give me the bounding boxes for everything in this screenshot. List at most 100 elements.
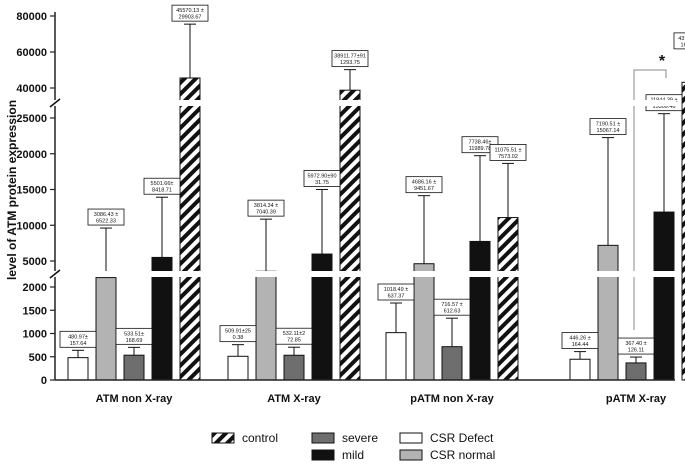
bar-control bbox=[339, 89, 361, 381]
bar-mild bbox=[653, 211, 675, 381]
data-label: 1293.75 bbox=[340, 60, 360, 66]
legend-swatch-csr_defect bbox=[399, 432, 423, 444]
bar-csr_defect bbox=[385, 332, 407, 381]
bar-severe bbox=[625, 362, 647, 381]
data-label: 480.97± bbox=[68, 334, 88, 340]
data-label: 509.91±25 bbox=[225, 329, 251, 335]
bar-csr_defect bbox=[227, 355, 249, 381]
data-label: 38911.77±91 bbox=[334, 54, 366, 60]
data-label: 29903.67 bbox=[179, 15, 202, 21]
data-label-box bbox=[219, 325, 257, 343]
bar-severe bbox=[441, 346, 463, 381]
data-label: 157.64 bbox=[70, 341, 87, 347]
significance-marker: * bbox=[659, 53, 666, 70]
data-label-box bbox=[87, 208, 125, 226]
data-label-box bbox=[331, 50, 369, 68]
y-tick-label: 25000 bbox=[16, 113, 47, 125]
data-label-box bbox=[377, 283, 415, 301]
data-label: 72.85 bbox=[287, 338, 301, 344]
bar-csr_normal bbox=[413, 263, 435, 381]
bar-csr_defect bbox=[569, 358, 591, 381]
data-label: 0.38 bbox=[233, 335, 244, 341]
legend-label-control: control bbox=[242, 431, 278, 445]
legend-label-csr_defect: CSR Defect bbox=[430, 431, 494, 445]
data-label: 6522.33 bbox=[96, 219, 116, 225]
y-tick-label: 5000 bbox=[23, 256, 47, 268]
bar-csr_normal bbox=[255, 270, 277, 381]
y-tick-label: 60000 bbox=[16, 47, 47, 59]
axis-break-mark bbox=[49, 98, 61, 108]
legend-swatch-control bbox=[211, 432, 235, 444]
data-label: 7190.51 ± bbox=[596, 122, 620, 128]
data-label: 11989.78 bbox=[469, 146, 492, 152]
category-label: ATM non X-ray bbox=[96, 393, 174, 405]
data-label: 16902.34 bbox=[681, 42, 685, 48]
data-label: 31.75 bbox=[315, 180, 329, 186]
bar-severe bbox=[123, 354, 145, 381]
data-label: 126.11 bbox=[628, 348, 644, 354]
bar-control bbox=[497, 217, 519, 381]
data-label-box bbox=[303, 170, 341, 187]
data-label: 7040.39 bbox=[256, 210, 276, 216]
data-label-box bbox=[673, 32, 685, 50]
data-label: 5501.66± bbox=[151, 181, 174, 187]
legend-label-severe: severe bbox=[342, 431, 378, 445]
data-label: 716.57 ± bbox=[441, 302, 462, 308]
category-label: pATM X-ray bbox=[606, 393, 667, 405]
data-label: 446.26 ± bbox=[569, 336, 590, 342]
data-label: 11075.51 ± bbox=[494, 147, 521, 153]
data-label-box bbox=[171, 4, 209, 22]
y-axis-label: level of ATM protein expression bbox=[5, 100, 19, 280]
legend-swatch-severe bbox=[311, 432, 335, 444]
category-label: ATM X-ray bbox=[267, 393, 321, 405]
data-label: 532.11±2 bbox=[283, 331, 306, 337]
axis-break-mark bbox=[49, 269, 61, 279]
y-tick-label: 1500 bbox=[23, 305, 47, 317]
y-tick-label: 10000 bbox=[16, 220, 47, 232]
legend-swatch-mild bbox=[311, 449, 335, 461]
data-label-box bbox=[275, 327, 313, 345]
data-label: 164.44 bbox=[572, 342, 589, 348]
legend-label-mild: mild bbox=[342, 448, 364, 462]
bar-csr_normal bbox=[95, 277, 117, 381]
bar-csr_normal bbox=[597, 244, 619, 381]
data-label: 9451.67 bbox=[414, 186, 434, 192]
data-label: 3086.43 ± bbox=[94, 212, 118, 218]
data-label-box bbox=[143, 177, 181, 195]
data-label: 4686.16 ± bbox=[412, 180, 436, 186]
data-label-box bbox=[247, 199, 285, 217]
legend-swatch-csr_normal bbox=[399, 449, 423, 461]
data-label-box bbox=[433, 298, 471, 316]
significance-bracket bbox=[633, 69, 667, 330]
y-tick-label: 500 bbox=[29, 352, 47, 364]
data-label-box bbox=[489, 144, 527, 161]
bar-control bbox=[681, 81, 685, 381]
data-label-box bbox=[59, 330, 97, 348]
y-tick-label: 0 bbox=[41, 375, 47, 387]
data-label: 7573.02 bbox=[498, 154, 518, 160]
data-label: 45570.13 ± bbox=[176, 8, 204, 14]
bar-control bbox=[179, 77, 201, 381]
data-label-box bbox=[617, 337, 655, 355]
y-tick-label: 15000 bbox=[16, 185, 47, 197]
data-label-box bbox=[115, 327, 153, 345]
data-label: 15067.14 bbox=[597, 128, 620, 134]
bar-csr_defect bbox=[67, 357, 89, 381]
bar-severe bbox=[283, 354, 305, 381]
y-tick-label: 80000 bbox=[16, 11, 47, 23]
legend-label-csr_normal: CSR normal bbox=[430, 448, 495, 462]
bar-mild bbox=[469, 240, 491, 381]
data-label-box bbox=[589, 118, 627, 136]
data-label: 637.37 bbox=[388, 294, 405, 300]
data-label: 367.40 ± bbox=[625, 341, 646, 347]
y-tick-label: 1000 bbox=[23, 329, 47, 341]
data-label: 7738.46± bbox=[469, 140, 492, 146]
y-tick-label: 40000 bbox=[16, 83, 47, 95]
data-label: 168.69 bbox=[126, 338, 143, 344]
data-label: 533.51± bbox=[124, 331, 144, 337]
data-label-box bbox=[405, 176, 443, 194]
axis-break-band bbox=[56, 271, 676, 277]
y-tick-label: 2000 bbox=[23, 282, 47, 294]
category-label: pATM non X-ray bbox=[410, 393, 494, 405]
